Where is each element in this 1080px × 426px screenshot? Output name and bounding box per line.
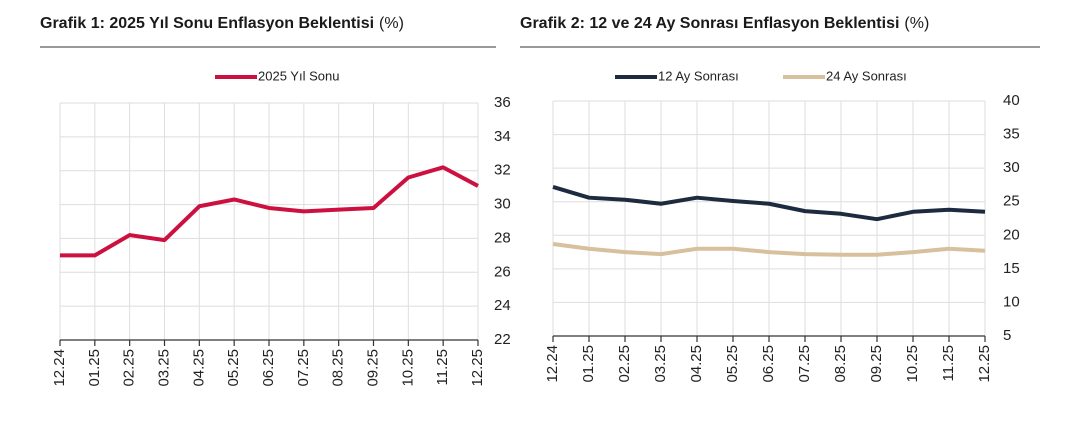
x-tick-label: 12.24 [544,345,561,383]
series-line [552,185,986,222]
y-tick-label: 5 [1003,327,1011,344]
x-tick-label: 02.25 [616,345,633,383]
y-tick-label: 30 [1003,159,1020,176]
x-tick-label: 01.25 [86,349,103,387]
series-line [552,242,986,257]
y-tick-label: 32 [494,162,511,179]
x-tick-label: 03.25 [652,345,669,383]
x-tick-label: 10.25 [399,349,416,387]
x-tick-label: 10.25 [904,345,921,383]
x-tick-label: 07.25 [295,349,312,387]
y-tick-label: 25 [1003,193,1020,210]
legend-label: 2025 Yıl Sonu [258,68,339,83]
x-tick-label: 12.25 [976,345,993,383]
y-tick-label: 26 [494,263,511,280]
y-tick-label: 28 [494,229,511,246]
x-tick-label: 08.25 [832,345,849,383]
x-tick-label: 01.25 [580,345,597,383]
x-tick-label: 09.25 [364,349,381,387]
y-tick-label: 30 [494,196,511,213]
chart-title: Grafik 1: 2025 Yıl Sonu Enflasyon Beklen… [40,15,404,32]
title-text: Grafik 1: 2025 Yıl Sonu Enflasyon Beklen… [40,15,374,32]
title-unit: (%) [379,15,404,32]
x-tick-label: 06.25 [760,345,777,383]
x-tick-label: 06.25 [260,349,277,387]
y-tick-label: 20 [1003,226,1020,243]
x-tick-label: 04.25 [688,345,705,383]
y-tick-label: 35 [1003,126,1020,143]
title-unit: (%) [904,15,929,32]
y-tick-label: 36 [494,94,511,111]
x-tick-label: 08.25 [330,349,347,387]
chart-title: Grafik 2: 12 ve 24 Ay Sonrası Enflasyon … [520,15,929,32]
title-text: Grafik 2: 12 ve 24 Ay Sonrası Enflasyon … [520,15,899,32]
legend-label: 12 Ay Sonrası [658,68,739,83]
x-tick-label: 05.25 [225,349,242,387]
y-tick-label: 40 [1003,92,1020,109]
x-tick-label: 12.24 [51,349,68,387]
x-tick-label: 04.25 [190,349,207,387]
x-tick-label: 07.25 [796,345,813,383]
x-tick-label: 11.25 [434,349,451,385]
x-tick-label: 12.25 [469,349,486,387]
y-tick-label: 10 [1003,293,1020,310]
y-tick-label: 15 [1003,260,1020,277]
x-tick-label: 03.25 [155,349,172,387]
x-tick-label: 09.25 [868,345,885,383]
x-tick-label: 02.25 [121,349,138,387]
x-tick-label: 05.25 [724,345,741,383]
x-tick-label: 11.25 [940,345,957,381]
series-line [60,165,479,258]
y-tick-label: 24 [494,297,511,314]
y-tick-label: 34 [494,128,511,145]
legend-label: 24 Ay Sonrası [826,68,907,83]
y-tick-label: 22 [494,331,511,348]
